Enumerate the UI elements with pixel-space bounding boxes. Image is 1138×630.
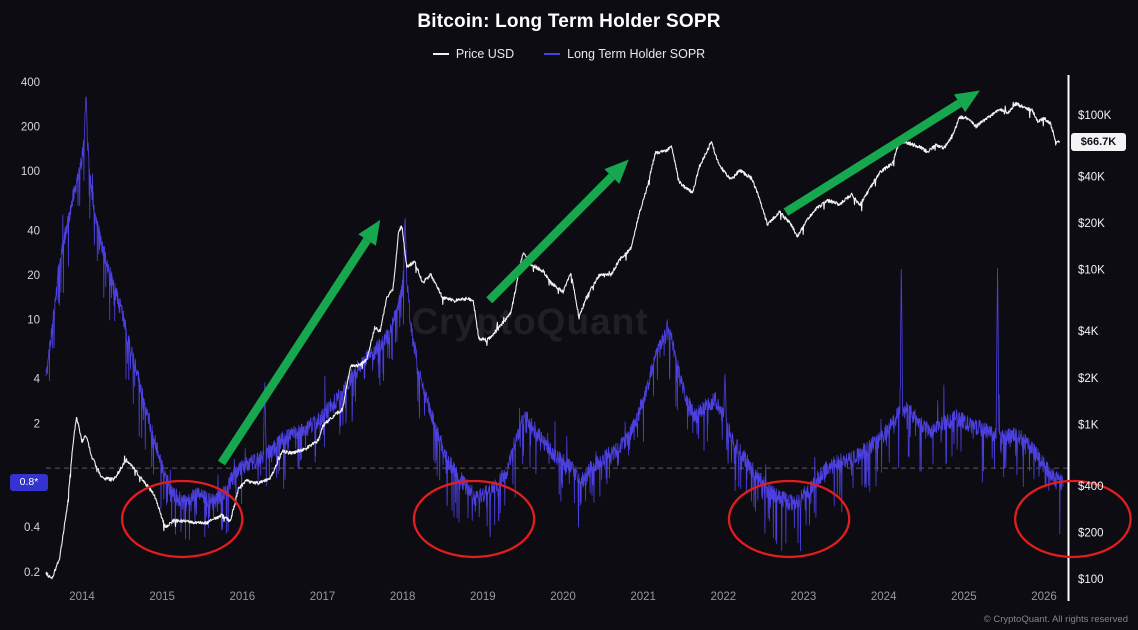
right-axis-tick-labels: $100K $40K $20K $10K $4K $2K $1K $400 $200 $100 [1078, 110, 1112, 586]
svg-text:2025: 2025 [951, 591, 977, 603]
svg-text:2018: 2018 [390, 591, 416, 603]
svg-text:0.4: 0.4 [24, 522, 41, 534]
svg-text:2017: 2017 [310, 591, 336, 603]
svg-text:$20K: $20K [1078, 218, 1105, 230]
svg-text:2024: 2024 [871, 591, 897, 603]
svg-text:100: 100 [21, 166, 40, 178]
svg-text:2026: 2026 [1031, 591, 1057, 603]
svg-text:$100K: $100K [1078, 110, 1112, 122]
cycle-bottom-red-circles [120, 479, 1132, 559]
svg-text:0.2: 0.2 [24, 567, 40, 579]
svg-text:2015: 2015 [149, 591, 175, 603]
sopr-line-swatch-icon [544, 53, 561, 55]
svg-text:400: 400 [21, 77, 40, 89]
uptrend-green-arrows [217, 90, 980, 466]
legend-label-price-usd: Price USD [455, 47, 515, 61]
svg-text:20: 20 [27, 270, 40, 282]
price-series-line [45, 101, 1061, 580]
svg-text:$4K: $4K [1078, 326, 1099, 338]
svg-text:$400: $400 [1078, 481, 1104, 493]
svg-text:2021: 2021 [630, 591, 656, 603]
svg-text:2020: 2020 [550, 591, 576, 603]
svg-text:2014: 2014 [69, 591, 95, 603]
svg-text:$1K: $1K [1078, 419, 1099, 431]
svg-text:$2K: $2K [1078, 373, 1099, 385]
svg-text:2022: 2022 [711, 591, 737, 603]
chart-title: Bitcoin: Long Term Holder SOPR [417, 11, 721, 32]
x-axis-year-labels: 2014 2015 2016 2017 2018 2019 2020 2021 2022 2023… [69, 591, 1057, 603]
svg-text:2019: 2019 [470, 591, 496, 603]
svg-text:$40K: $40K [1078, 171, 1105, 183]
svg-text:10: 10 [27, 315, 40, 327]
legend-item-price-usd[interactable]: Price USD [432, 47, 515, 61]
svg-text:2: 2 [34, 418, 40, 430]
svg-text:2016: 2016 [230, 591, 256, 603]
copyright-footer: © CryptoQuant. All rights reserved [983, 614, 1128, 625]
svg-text:40: 40 [27, 225, 40, 237]
chart-legend: Price USD Long Term Holder SOPR [0, 47, 1138, 61]
svg-text:200: 200 [21, 122, 40, 134]
legend-label-lth-sopr: Long Term Holder SOPR [567, 47, 706, 61]
sopr-series-line [45, 96, 1064, 552]
svg-text:$100: $100 [1078, 574, 1104, 586]
left-axis-tick-labels: 400 200 100 40 20 10 4 2 0.4 0.2 [21, 77, 41, 579]
sopr-current-value-badge: 0.8* [10, 473, 48, 491]
svg-text:$200: $200 [1078, 528, 1104, 540]
legend-item-lth-sopr[interactable]: Long Term Holder SOPR [544, 47, 705, 61]
svg-text:2023: 2023 [791, 591, 817, 603]
price-line-swatch-icon [432, 53, 449, 55]
price-current-value-badge: $66.7K [1071, 133, 1126, 152]
svg-text:4: 4 [34, 374, 41, 386]
svg-text:$10K: $10K [1078, 265, 1105, 277]
